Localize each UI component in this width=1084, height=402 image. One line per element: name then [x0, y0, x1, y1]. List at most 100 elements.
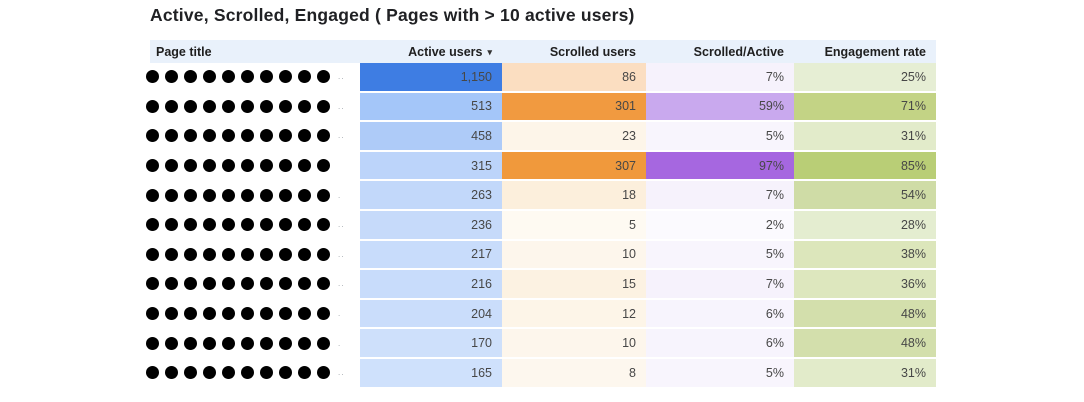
page-title-cell: . — [146, 181, 360, 209]
redaction-dot-icon — [146, 336, 159, 350]
table-row[interactable]: 315 307 97% 85% — [146, 151, 936, 180]
redaction-dot-icon — [260, 336, 273, 350]
page-title-cell: .. — [146, 240, 360, 269]
redaction-dot-icon — [298, 366, 311, 380]
scrolled-users-cell: 10 — [502, 240, 646, 269]
redaction-dot-icon — [279, 336, 292, 350]
redaction-dot-icon — [260, 218, 273, 232]
scrolled-users-cell: 8 — [502, 358, 646, 387]
truncated-title-ellipsis: .. — [338, 249, 345, 259]
redaction-dot-icon — [317, 307, 330, 321]
redacted-title: .. — [146, 247, 345, 261]
redaction-dot-icon — [260, 247, 273, 261]
redaction-dot-icon — [165, 99, 178, 113]
redaction-dot-icon — [146, 247, 159, 261]
page-title-cell: .. — [146, 92, 360, 121]
redaction-dot-icon — [222, 366, 235, 380]
table-row[interactable]: .. 236 5 2% 28% — [146, 210, 936, 239]
table-row[interactable]: .. 513 301 59% 71% — [146, 92, 936, 121]
truncated-title-ellipsis: . — [338, 309, 342, 319]
scrolled-users-cell: 12 — [502, 299, 646, 328]
column-header-label: Active users — [408, 44, 483, 59]
redaction-dot-icon — [146, 159, 159, 173]
redaction-dot-icon — [317, 188, 330, 202]
page-title-cell: .. — [146, 270, 360, 298]
redaction-dot-icon — [222, 129, 235, 143]
redaction-dot-icon — [222, 307, 235, 321]
column-header-label: Scrolled/Active — [693, 44, 784, 59]
redaction-dot-icon — [203, 70, 216, 84]
engagement-rate-cell: 85% — [794, 151, 936, 180]
scrolled-users-cell: 15 — [502, 270, 646, 298]
redaction-dot-icon — [279, 99, 292, 113]
redaction-dot-icon — [298, 99, 311, 113]
redaction-dot-icon — [165, 218, 178, 232]
redaction-dot-icon — [260, 366, 273, 380]
redaction-dot-icon — [184, 307, 197, 321]
redaction-dot-icon — [260, 129, 273, 143]
truncated-title-ellipsis: .. — [338, 368, 345, 378]
redaction-dot-icon — [146, 70, 159, 84]
scrolled-active-cell: 6% — [646, 329, 794, 357]
table-row[interactable]: . 170 10 6% 48% — [146, 329, 936, 357]
redaction-dot-icon — [203, 307, 216, 321]
column-header-scrolled-active[interactable]: Scrolled/Active — [646, 40, 794, 63]
engagement-rate-cell: 48% — [794, 329, 936, 357]
table-row[interactable]: .. 216 15 7% 36% — [146, 270, 936, 298]
redaction-dot-icon — [241, 307, 254, 321]
column-header-active-users[interactable]: Active users ▾ — [360, 40, 502, 63]
table-row[interactable]: .. 217 10 5% 38% — [146, 240, 936, 269]
page-title-cell — [146, 151, 360, 180]
redaction-dot-icon — [279, 218, 292, 232]
redaction-dot-icon — [279, 70, 292, 84]
scrolled-active-cell: 7% — [646, 63, 794, 91]
redaction-dot-icon — [317, 70, 330, 84]
table-row[interactable]: . 263 18 7% 54% — [146, 181, 936, 209]
analytics-table: Page title Active users ▾ Scrolled users… — [146, 40, 936, 389]
table-row[interactable]: . 204 12 6% 48% — [146, 299, 936, 328]
redaction-dot-icon — [298, 70, 311, 84]
redaction-dot-icon — [203, 277, 216, 291]
table-row[interactable]: .. 1,150 86 7% 25% — [146, 63, 936, 91]
redaction-dot-icon — [184, 129, 197, 143]
redaction-dot-icon — [260, 188, 273, 202]
redaction-dot-icon — [241, 366, 254, 380]
redaction-dot-icon — [317, 366, 330, 380]
table-row[interactable]: .. 458 23 5% 31% — [146, 122, 936, 150]
redaction-dot-icon — [203, 218, 216, 232]
engagement-rate-cell: 38% — [794, 240, 936, 269]
redaction-dot-icon — [184, 277, 197, 291]
redaction-dot-icon — [146, 99, 159, 113]
redaction-dot-icon — [317, 218, 330, 232]
redaction-dot-icon — [203, 159, 216, 173]
redaction-dot-icon — [222, 277, 235, 291]
truncated-title-ellipsis: . — [338, 190, 342, 200]
redaction-dot-icon — [184, 218, 197, 232]
redaction-dot-icon — [317, 247, 330, 261]
page-title-cell: . — [146, 329, 360, 357]
engagement-rate-cell: 36% — [794, 270, 936, 298]
scrolled-users-cell: 307 — [502, 151, 646, 180]
active-users-cell: 315 — [360, 151, 502, 180]
redaction-dot-icon — [184, 247, 197, 261]
scrolled-active-cell: 2% — [646, 210, 794, 239]
redaction-dot-icon — [222, 159, 235, 173]
redaction-dot-icon — [165, 159, 178, 173]
column-header-scrolled-users[interactable]: Scrolled users — [502, 40, 646, 63]
column-header-page-title[interactable]: Page title — [150, 40, 360, 63]
redaction-dot-icon — [260, 277, 273, 291]
scrolled-active-cell: 5% — [646, 358, 794, 387]
redaction-dot-icon — [146, 307, 159, 321]
active-users-cell: 217 — [360, 240, 502, 269]
table-row[interactable]: .. 165 8 5% 31% — [146, 358, 936, 387]
redaction-dot-icon — [165, 366, 178, 380]
redaction-dot-icon — [279, 307, 292, 321]
redaction-dot-icon — [222, 99, 235, 113]
redaction-dot-icon — [146, 218, 159, 232]
page-title-cell: .. — [146, 210, 360, 239]
redacted-title: . — [146, 307, 342, 321]
redaction-dot-icon — [241, 99, 254, 113]
redaction-dot-icon — [184, 336, 197, 350]
table-header-row: Page title Active users ▾ Scrolled users… — [150, 40, 936, 63]
column-header-engagement-rate[interactable]: Engagement rate — [794, 40, 936, 63]
